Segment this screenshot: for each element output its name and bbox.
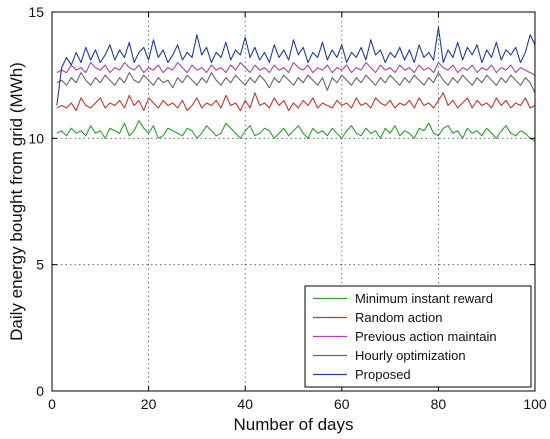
x-tick-label: 80 — [431, 396, 447, 412]
series-layer — [56, 26, 536, 142]
series-line-hourly-optimization — [56, 72, 536, 94]
legend-label: Proposed — [355, 367, 411, 382]
x-tick-label: 20 — [141, 396, 157, 412]
legend-label: Minimum instant reward — [355, 291, 493, 306]
series-line-minimum-instant-reward — [56, 120, 536, 142]
legend-label: Random action — [355, 310, 442, 325]
x-tick-label: 60 — [334, 396, 350, 412]
x-axis-label: Number of days — [234, 415, 354, 434]
legend: Minimum instant reward Random action Previ… — [304, 285, 532, 388]
x-tick-label: 0 — [48, 396, 56, 412]
y-tick-label: 0 — [36, 383, 44, 399]
x-tick-label: 100 — [523, 396, 547, 412]
legend-label: Hourly optimization — [355, 348, 466, 363]
y-tick-label: 15 — [28, 4, 44, 20]
plot-frame — [51, 11, 536, 392]
series-line-proposed — [56, 26, 536, 106]
y-tick-label: 5 — [36, 257, 44, 273]
legend-label: Previous action maintain — [355, 329, 497, 344]
y-tick-label: 10 — [28, 130, 44, 146]
series-line-random-action — [56, 92, 536, 112]
series-line-previous-action-maintain — [56, 61, 536, 76]
x-tick-label: 40 — [237, 396, 253, 412]
y-axis-label: Daily energy bought from grid (MWh) — [7, 62, 26, 341]
ticks: 0 20 40 60 80 100 0 5 10 15 — [28, 4, 546, 412]
